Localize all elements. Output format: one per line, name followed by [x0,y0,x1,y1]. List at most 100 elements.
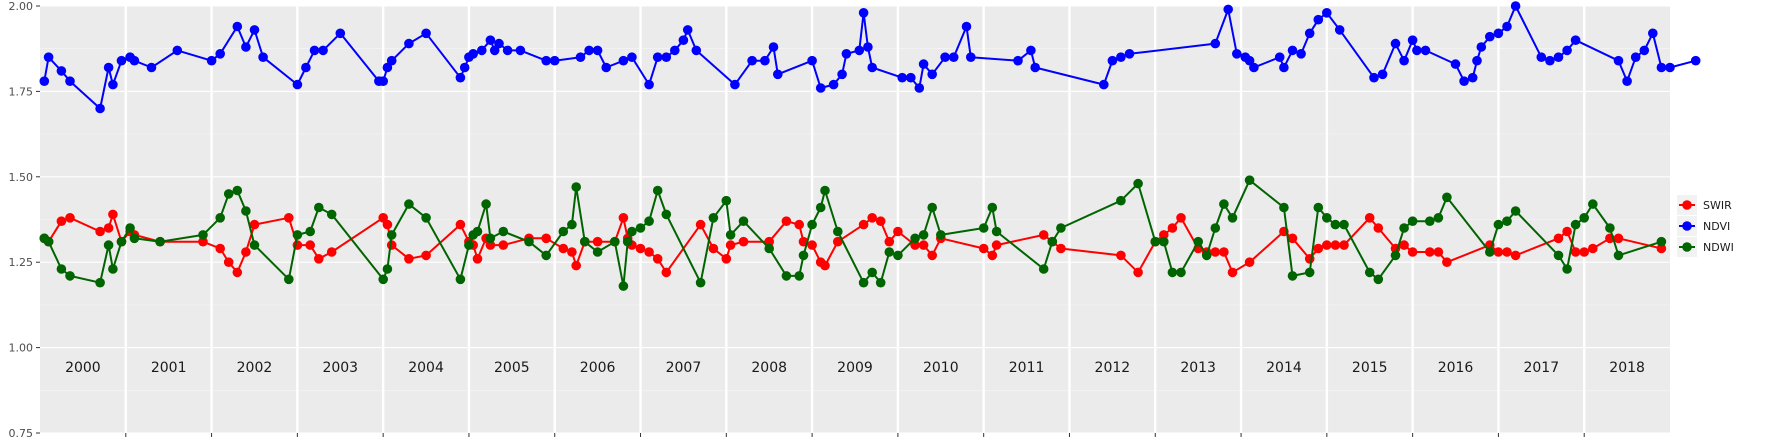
data-point-ndvi [1013,55,1023,66]
data-point-ndwi [867,267,877,278]
data-point-swir [326,247,337,257]
data-point-ndvi [730,79,740,90]
year-labels: 2000 2001 2002 2003 2004 2005 2006 2007 2008 2009… [65,360,1645,376]
data-point-swir [1407,247,1418,257]
data-point-ndwi [884,247,895,257]
data-point-swir [1570,247,1581,257]
data-point-ndwi [893,250,903,261]
data-point-ndvi [309,45,320,56]
data-point-ndwi [610,236,620,247]
data-point-ndvi [301,62,311,73]
data-point-ndvi [1472,55,1482,66]
data-point-ndwi [1390,250,1401,261]
data-point-ndwi [910,233,920,244]
data-point-ndwi [1304,267,1315,278]
data-point-ndwi [833,226,843,237]
data-point-ndwi [1485,247,1495,257]
legend-marker-ndwi [1682,242,1692,252]
data-point-ndwi [125,223,135,233]
data-point-swir [1304,253,1315,264]
data-point-ndwi [326,209,337,220]
year-label-2007: 2007 [666,360,702,376]
data-point-ndwi [1167,267,1178,278]
data-point-swir [764,236,774,247]
data-point-ndwi [820,185,830,196]
data-point-ndvi [948,52,959,62]
data-point-ndvi [1232,49,1242,59]
data-point-ndvi [1545,55,1555,66]
data-point-ndvi [1570,35,1581,45]
data-point-swir [232,267,243,278]
data-point-ndvi [1099,79,1109,90]
data-point-swir [421,250,431,261]
data-point-swir [708,243,719,254]
data-point-ndwi [807,219,817,230]
data-point-swir [1433,247,1444,257]
data-point-ndwi [622,236,633,247]
data-point-swir [927,250,937,261]
data-point-ndwi [1579,213,1589,223]
data-point-ndwi [1433,213,1444,223]
year-label-2010: 2010 [923,360,959,376]
data-point-swir [382,219,393,230]
data-point-swir [910,240,920,250]
data-point-ndvi [1536,52,1547,62]
data-point-ndwi [1313,202,1324,213]
year-label-2006: 2006 [580,360,616,376]
data-point-ndwi [386,230,397,240]
data-point-swir [652,253,663,264]
data-point-ndvi [1107,55,1118,66]
data-point-ndvi [1377,69,1388,80]
data-point-ndwi [918,230,929,240]
data-point-ndvi [39,76,50,86]
data-point-ndwi [95,277,105,288]
data-point-ndvi [1369,72,1379,83]
y-tick-label: 0.75 [9,427,34,440]
data-point-ndwi [635,223,646,233]
data-point-ndvi [541,55,551,66]
data-point-ndwi [485,233,496,244]
data-point-ndvi [1502,21,1512,32]
data-point-swir [867,213,877,223]
data-point-swir [820,260,830,271]
y-tick-label: 1.50 [9,171,34,184]
data-point-ndwi [1339,219,1349,230]
data-point-ndwi [1201,250,1212,261]
data-point-ndwi [1510,206,1521,216]
data-point-ndvi [172,45,183,56]
data-point-swir [725,240,736,250]
data-point-swir [738,236,749,247]
data-point-ndvi [644,79,654,90]
data-point-ndvi [1648,28,1658,39]
year-label-2017: 2017 [1523,360,1559,376]
data-point-ndwi [524,236,534,247]
legend-label-ndvi: NDVI [1703,220,1730,233]
data-point-ndwi [1588,199,1598,209]
data-point-ndvi [335,28,346,39]
data-point-swir [661,267,672,278]
data-point-swir [1373,223,1384,233]
data-point-ndwi [1150,236,1161,247]
data-point-ndvi [468,49,479,59]
legend: SWIR NDVI NDWI [1677,195,1734,257]
data-point-ndwi [927,202,937,213]
data-point-ndvi [292,79,303,90]
data-point-swir [567,247,577,257]
year-label-2009: 2009 [837,360,873,376]
data-point-ndwi [198,230,208,240]
y-tick-label: 1.00 [9,342,34,355]
data-point-ndwi [481,199,491,209]
data-point-ndvi [502,45,513,56]
data-point-ndwi [661,209,672,220]
data-point-ndwi [1425,216,1435,226]
data-point-ndvi [940,52,950,62]
data-point-ndvi [258,52,268,62]
data-point-ndvi [678,35,689,45]
data-point-ndvi [95,103,105,114]
y-tick-label: 1.25 [9,256,34,269]
data-point-ndvi [1467,72,1478,83]
data-point-swir [644,247,654,257]
data-point-swir [558,243,569,254]
data-point-ndvi [1613,55,1624,66]
